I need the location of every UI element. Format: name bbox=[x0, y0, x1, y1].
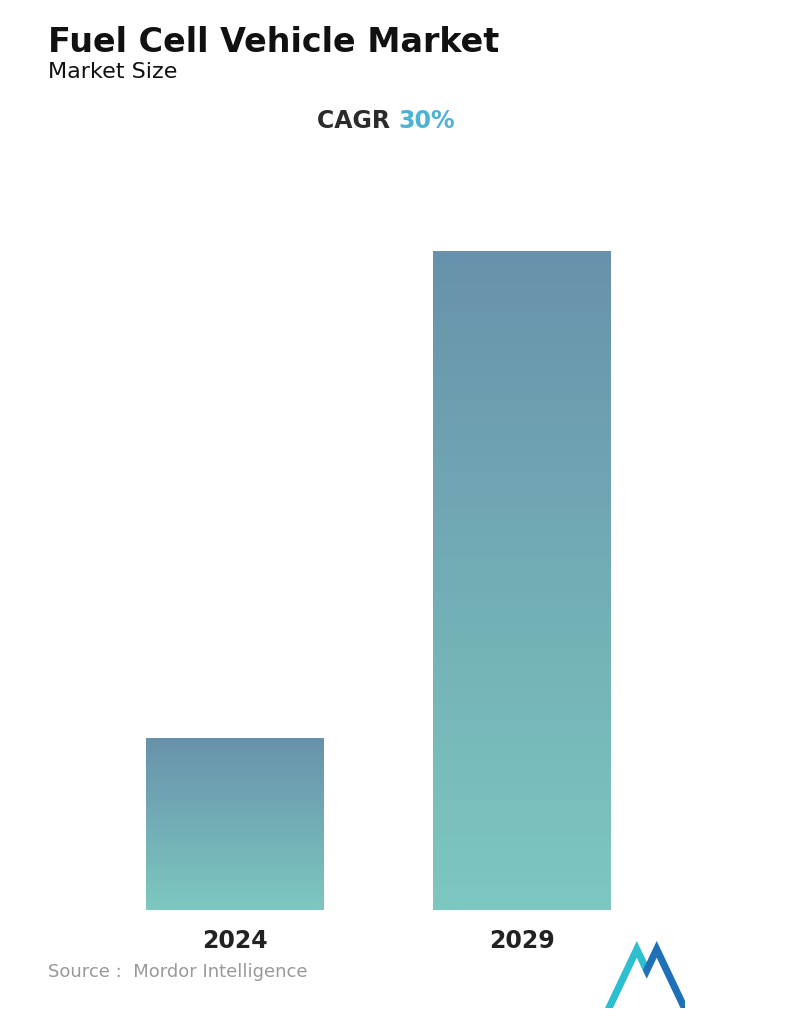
Text: Market Size: Market Size bbox=[48, 62, 178, 82]
Text: Fuel Cell Vehicle Market: Fuel Cell Vehicle Market bbox=[48, 26, 499, 59]
Text: 30%: 30% bbox=[398, 109, 455, 132]
Text: Source :  Mordor Intelligence: Source : Mordor Intelligence bbox=[48, 963, 307, 981]
Text: CAGR: CAGR bbox=[317, 109, 398, 132]
